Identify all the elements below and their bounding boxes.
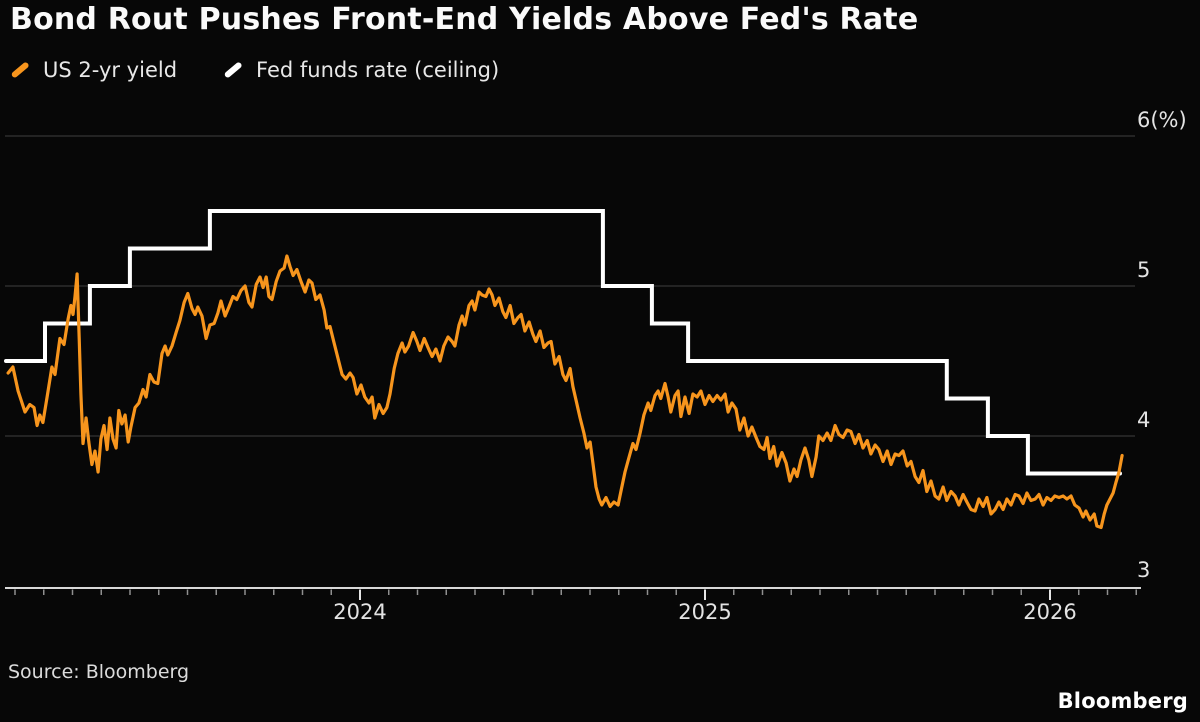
us-2yr-yield-line [6,254,1124,530]
legend-label: Fed funds rate (ceiling) [256,58,500,82]
legend-item-0: US 2-yr yield [10,58,177,82]
y-axis-label: 4 [1137,408,1150,432]
y-axis-label: 5 [1137,258,1150,282]
legend-item-1: Fed funds rate (ceiling) [223,58,499,82]
x-axis-label: 2024 [333,600,386,624]
x-axis-label: 2026 [1023,600,1076,624]
legend: US 2-yr yield Fed funds rate (ceiling) [10,58,499,82]
source-note: Source: Bloomberg [8,661,190,683]
y-axis-label: 6(%) [1137,108,1187,132]
x-axis-label: 2025 [678,600,731,624]
fed-funds-rate-line [4,209,1122,476]
legend-swatch-icon [10,61,30,79]
y-axis-label: 3 [1137,558,1150,582]
bloomberg-logo: Bloomberg [1057,689,1188,713]
legend-swatch-icon [223,61,243,79]
chart-title: Bond Rout Pushes Front-End Yields Above … [10,2,919,37]
legend-label: US 2-yr yield [43,58,178,82]
